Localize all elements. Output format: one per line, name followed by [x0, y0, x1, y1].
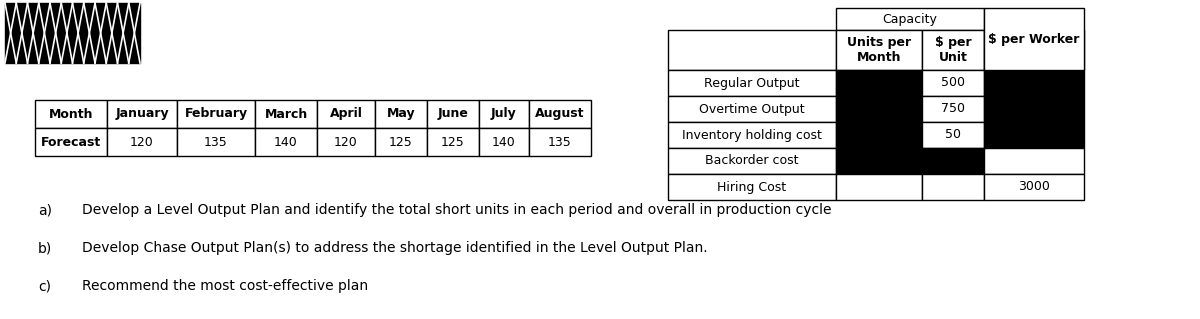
Bar [668, 174, 836, 200]
Bar [668, 70, 836, 96]
Bar [922, 96, 984, 122]
Text: 135: 135 [204, 136, 228, 149]
Bar [256, 100, 317, 128]
Bar [5, 3, 140, 63]
Bar [479, 100, 529, 128]
Bar [922, 174, 984, 200]
Bar [668, 148, 836, 174]
Bar [922, 30, 984, 70]
Bar [35, 100, 107, 128]
Bar [479, 128, 529, 156]
Bar [836, 96, 922, 122]
Text: 140: 140 [492, 136, 516, 149]
Text: February: February [185, 108, 247, 121]
Bar [984, 174, 1084, 200]
Text: Backorder cost: Backorder cost [706, 154, 799, 167]
Text: Inventory holding cost: Inventory holding cost [682, 129, 822, 142]
Bar [35, 128, 107, 156]
Text: $ per Worker: $ per Worker [989, 33, 1080, 46]
Bar [922, 122, 984, 148]
Bar [668, 122, 836, 148]
Bar [317, 100, 374, 128]
Text: Regular Output: Regular Output [704, 77, 799, 90]
Bar [836, 174, 922, 200]
Text: Develop Chase Output Plan(s) to address the shortage identified in the Level Out: Develop Chase Output Plan(s) to address … [82, 241, 708, 255]
Text: 135: 135 [548, 136, 572, 149]
Text: 750: 750 [941, 102, 965, 115]
Text: Hiring Cost: Hiring Cost [718, 181, 786, 194]
Text: July: July [491, 108, 517, 121]
Text: Recommend the most cost-effective plan: Recommend the most cost-effective plan [82, 279, 368, 293]
Text: Develop a Level Output Plan and identify the total short units in each period an: Develop a Level Output Plan and identify… [82, 203, 832, 217]
Bar [836, 30, 922, 70]
Bar [256, 128, 317, 156]
Text: 120: 120 [334, 136, 358, 149]
Bar [836, 148, 922, 174]
Bar [317, 128, 374, 156]
Bar [984, 30, 1084, 70]
Bar [107, 100, 178, 128]
Text: $ per
Unit: $ per Unit [935, 36, 971, 64]
Text: March: March [264, 108, 307, 121]
Bar [668, 96, 836, 122]
Text: b): b) [38, 241, 53, 255]
Bar [529, 100, 592, 128]
Bar [984, 8, 1084, 70]
Bar [178, 128, 256, 156]
Bar [178, 100, 256, 128]
Text: May: May [386, 108, 415, 121]
Bar [922, 70, 984, 96]
Text: April: April [330, 108, 362, 121]
Text: 50: 50 [946, 129, 961, 142]
Text: Month: Month [49, 108, 94, 121]
Text: a): a) [38, 203, 52, 217]
Bar [922, 148, 984, 174]
Text: 125: 125 [442, 136, 464, 149]
Bar [668, 30, 836, 70]
Text: 120: 120 [130, 136, 154, 149]
Text: c): c) [38, 279, 50, 293]
Bar [984, 122, 1084, 148]
Bar [427, 100, 479, 128]
Text: 125: 125 [389, 136, 413, 149]
Bar [427, 128, 479, 156]
Text: June: June [438, 108, 468, 121]
Text: Capacity: Capacity [882, 12, 937, 26]
Text: August: August [535, 108, 584, 121]
Bar [984, 148, 1084, 174]
Bar [836, 122, 922, 148]
Text: January: January [115, 108, 169, 121]
Text: 140: 140 [274, 136, 298, 149]
Bar [107, 128, 178, 156]
Bar [374, 128, 427, 156]
Bar [836, 70, 922, 96]
Text: Units per
Month: Units per Month [847, 36, 911, 64]
Bar [984, 96, 1084, 122]
Text: 500: 500 [941, 77, 965, 90]
Text: 3000: 3000 [1018, 181, 1050, 194]
Bar [984, 70, 1084, 96]
Bar [529, 128, 592, 156]
Text: Forecast: Forecast [41, 136, 101, 149]
Bar [836, 8, 984, 30]
Bar [374, 100, 427, 128]
Text: Overtime Output: Overtime Output [700, 102, 805, 115]
